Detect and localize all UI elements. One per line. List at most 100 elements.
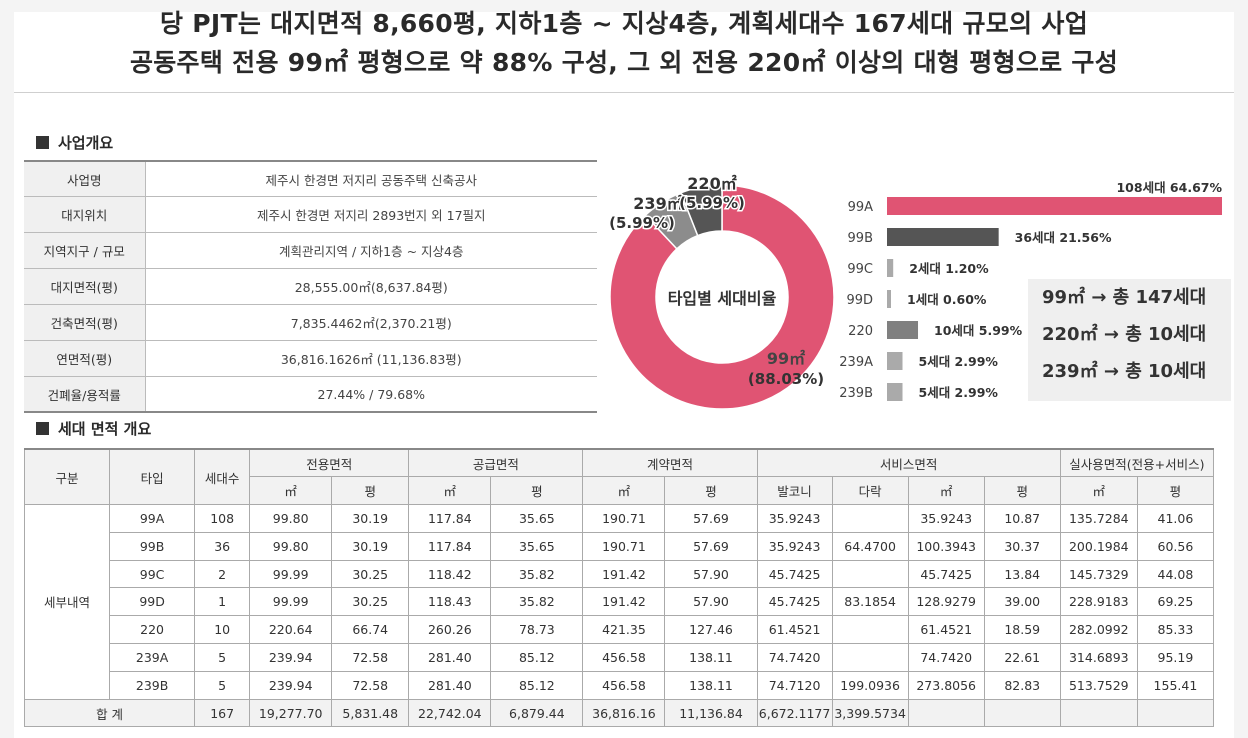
square-bullet-icon xyxy=(36,422,49,435)
donut-label-name: 220㎡ xyxy=(687,174,736,193)
bar-mark xyxy=(887,321,919,339)
table-cell: 99C xyxy=(109,559,196,589)
table-cell: 74.7420 xyxy=(907,643,985,672)
overview-row: 건축면적(평) 7,835.4462㎡(2,370.21평) xyxy=(24,304,597,341)
header-units: 세대수 xyxy=(194,448,251,506)
total-cell: 6,879.44 xyxy=(490,698,584,728)
donut-label-name: 239㎡ xyxy=(633,194,682,213)
total-cell xyxy=(1136,698,1215,728)
table-cell: 35.65 xyxy=(490,531,584,561)
table-cell: 13.84 xyxy=(983,559,1061,589)
table-cell: 282.0992 xyxy=(1059,615,1138,645)
table-cell: 45.7425 xyxy=(756,559,833,589)
table-cell: 2 xyxy=(194,559,251,589)
table-cell: 66.74 xyxy=(331,615,410,645)
overview-value: 7,835.4462㎡(2,370.21평) xyxy=(145,304,597,341)
table-cell: 127.46 xyxy=(664,615,758,645)
table-cell: 513.7529 xyxy=(1059,670,1138,700)
bar-data-label: 5세대 2.99% xyxy=(919,354,999,369)
total-cell xyxy=(1059,698,1138,728)
table-cell: 99.80 xyxy=(249,504,333,533)
overview-value: 36,816.1626㎡ (11,136.83평) xyxy=(145,340,597,377)
table-cell xyxy=(831,643,909,672)
table-row: 99B 36 99.80 30.19 117.84 35.65 190.71 57.69 35.… xyxy=(25,531,1215,561)
table-cell: 220.64 xyxy=(249,615,333,645)
overview-row: 연면적(평) 36,816.1626㎡ (11,136.83평) xyxy=(24,340,597,377)
table-cell: 190.71 xyxy=(582,504,666,533)
table-cell: 138.11 xyxy=(664,643,758,672)
table-cell: 239.94 xyxy=(249,643,333,672)
header-contract: 계약면적 xyxy=(582,448,758,478)
table-cell: 61.4521 xyxy=(756,615,833,645)
table-cell: 117.84 xyxy=(408,504,492,533)
overview-label: 건폐율/용적률 xyxy=(24,376,146,414)
table-cell: 82.83 xyxy=(983,670,1061,700)
table-cell: 1 xyxy=(194,587,251,617)
table-cell: 273.8056 xyxy=(907,670,985,700)
table-cell: 99.99 xyxy=(249,559,333,589)
table-cell: 41.06 xyxy=(1136,504,1215,533)
summary-line-99: 99㎡ → 총 147세대 xyxy=(1042,287,1207,308)
total-cell xyxy=(907,698,985,728)
table-cell: 85.12 xyxy=(490,670,584,700)
bar-mark xyxy=(887,197,1222,215)
table-cell: 35.9243 xyxy=(907,504,985,533)
table-cell: 128.9279 xyxy=(907,587,985,617)
table-cell: 85.33 xyxy=(1136,615,1215,645)
overview-row: 지역지구 / 규모 계획관리지역 / 지하1층 ~ 지상4층 xyxy=(24,232,597,270)
table-cell: 281.40 xyxy=(408,643,492,672)
table-cell: 57.69 xyxy=(664,504,758,533)
type-ratio-donut-chart: 타입별 세대비율99㎡(88.03%)239㎡(5.99%)220㎡(5.99%… xyxy=(608,173,835,410)
table-row: 99C 2 99.99 30.25 118.42 35.82 191.42 57.90 45.7… xyxy=(25,559,1215,589)
bar-mark xyxy=(887,259,894,277)
table-cell: 456.58 xyxy=(582,670,666,700)
table-cell: 199.0936 xyxy=(831,670,909,700)
table-cell: 281.40 xyxy=(408,670,492,700)
total-cell: 3,399.5734 xyxy=(831,698,909,728)
detail-title-text: 세대 면적 개요 xyxy=(58,420,152,438)
unit-area-table: 구분 타입 세대수 전용면적 공급면적 계약면적 서비스면적 실사용면적(전용+… xyxy=(23,448,1215,728)
overview-label: 사업명 xyxy=(24,160,146,198)
table-cell: 72.58 xyxy=(331,643,410,672)
table-cell xyxy=(831,559,909,589)
header-type: 타입 xyxy=(109,448,196,506)
header-service: 서비스면적 xyxy=(756,448,1061,478)
table-cell: 18.59 xyxy=(983,615,1061,645)
overview-label: 지역지구 / 규모 xyxy=(24,232,146,270)
bar-data-label: 36세대 21.56% xyxy=(1015,230,1112,245)
total-cell xyxy=(983,698,1061,728)
table-row: 239B 5 239.94 72.58 281.40 85.12 456.58 138.11 7… xyxy=(25,670,1215,700)
table-row: 세부내역 99A 108 99.80 30.19 117.84 35.65 190.71 57.… xyxy=(23,504,1215,700)
table-cell: 220 xyxy=(109,615,196,645)
table-cell: 57.90 xyxy=(664,559,758,589)
overview-section-title: 사업개요 xyxy=(36,132,113,153)
table-cell: 35.65 xyxy=(490,504,584,533)
table-cell: 22.61 xyxy=(983,643,1061,672)
table-cell: 135.7284 xyxy=(1059,504,1138,533)
donut-label-pct: (88.03%) xyxy=(748,370,824,388)
header-unit-cell: ㎡ xyxy=(907,476,985,506)
total-cell: 167 xyxy=(194,698,251,728)
table-cell: 30.25 xyxy=(331,587,410,617)
table-cell: 228.9183 xyxy=(1059,587,1138,617)
bar-category-label: 220 xyxy=(848,324,873,339)
bar-category-label: 239A xyxy=(839,355,873,370)
header-unit-cell: 평 xyxy=(331,476,410,506)
donut-label-pct: (5.99%) xyxy=(609,214,675,232)
overview-row: 건폐율/용적률 27.44% / 79.68% xyxy=(24,376,597,414)
table-cell: 200.1984 xyxy=(1059,531,1138,561)
table-cell: 108 xyxy=(194,504,251,533)
table-cell: 145.7329 xyxy=(1059,559,1138,589)
table-cell: 61.4521 xyxy=(907,615,985,645)
table-cell: 44.08 xyxy=(1136,559,1215,589)
bar-mark xyxy=(887,228,999,246)
table-cell: 78.73 xyxy=(490,615,584,645)
header-unit-cell: 다락 xyxy=(831,476,909,506)
header-unit-cell: ㎡ xyxy=(582,476,666,506)
table-cell: 35.9243 xyxy=(756,531,833,561)
table-cell: 30.19 xyxy=(331,504,410,533)
table-cell: 99.80 xyxy=(249,531,333,561)
donut-label-pct: (5.99%) xyxy=(679,194,745,212)
total-cell: 22,742.04 xyxy=(408,698,492,728)
table-cell: 421.35 xyxy=(582,615,666,645)
